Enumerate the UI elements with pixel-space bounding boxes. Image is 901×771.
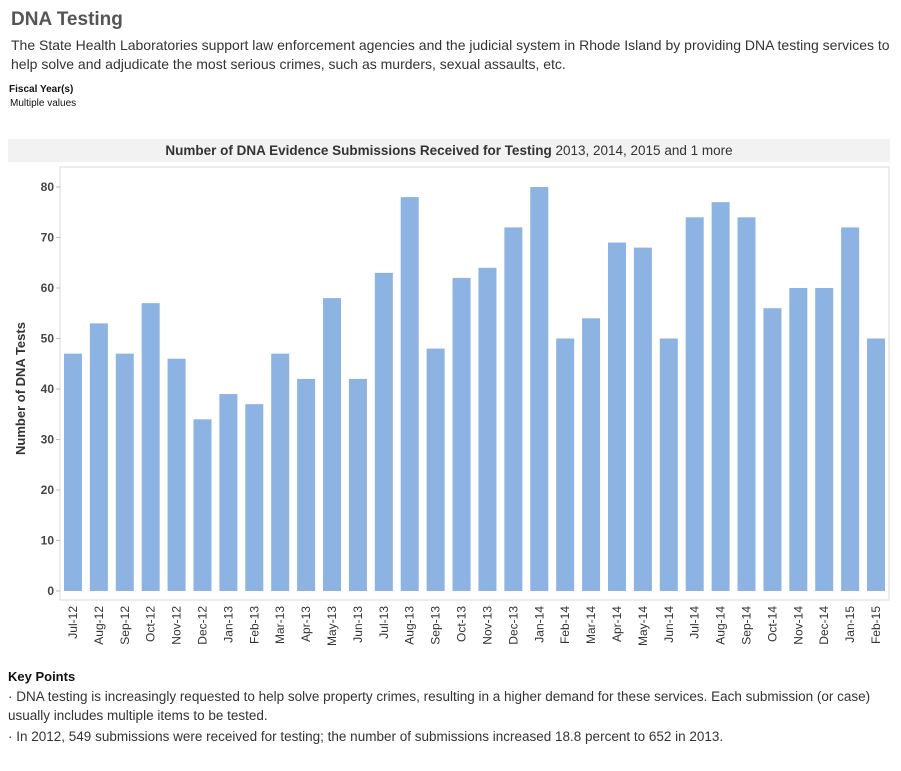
bar-jan-14 — [530, 187, 549, 591]
x-tick-label: Dec-14 — [817, 606, 831, 645]
bar-oct-12 — [141, 303, 160, 591]
x-tick-label: Oct-13 — [455, 606, 469, 642]
bar-apr-14 — [607, 242, 626, 592]
x-tick-label: Nov-14 — [791, 606, 805, 645]
chart-header: Number of DNA Evidence Submissions Recei… — [8, 139, 890, 162]
y-tick-label: 30 — [41, 433, 55, 447]
bar-dec-12 — [193, 419, 212, 591]
bar-aug-13 — [400, 197, 419, 591]
bar-sep-13 — [426, 348, 445, 591]
bar-sep-12 — [115, 353, 134, 591]
bar-oct-13 — [452, 277, 471, 591]
x-tick-label: Nov-12 — [170, 606, 184, 645]
bar-feb-15 — [867, 338, 886, 591]
x-tick-label: Dec-13 — [506, 606, 520, 645]
chart-title-main: Number of DNA Evidence Submissions Recei… — [165, 143, 552, 158]
x-tick-label: Feb-15 — [869, 606, 883, 644]
x-tick-label: Feb-13 — [247, 606, 261, 644]
x-tick-label: Sep-12 — [118, 606, 132, 645]
x-tick-label: Oct-12 — [144, 606, 158, 642]
bar-dec-13 — [504, 227, 523, 591]
intro-text: The State Health Laboratories support la… — [11, 37, 890, 72]
bar-jul-14 — [685, 217, 704, 592]
x-tick-label: Feb-14 — [558, 606, 572, 644]
x-tick-label: Oct-14 — [765, 606, 779, 642]
chart-title-suffix: 2013, 2014, 2015 and 1 more — [555, 143, 733, 158]
x-tick-label: Dec-12 — [195, 606, 209, 645]
x-tick-label: Sep-13 — [429, 606, 443, 645]
bar-mar-13 — [271, 353, 290, 591]
bar-jan-13 — [219, 394, 238, 591]
y-tick-label: 70 — [41, 231, 55, 245]
bar-aug-14 — [711, 202, 730, 591]
x-tick-label: Apr-13 — [299, 606, 313, 642]
bar-mar-14 — [582, 318, 601, 591]
bar-may-14 — [633, 247, 652, 591]
bar-jun-14 — [659, 338, 678, 591]
x-tick-label: Sep-14 — [740, 606, 754, 645]
bar-feb-13 — [245, 404, 264, 591]
y-tick-label: 80 — [41, 180, 55, 194]
bar-aug-12 — [89, 323, 108, 591]
bar-jan-15 — [841, 227, 860, 591]
key-points-title: Key Points — [8, 669, 76, 684]
key-point-1: · DNA testing is increasingly requested … — [8, 689, 871, 723]
x-tick-label: Jan-14 — [532, 606, 546, 643]
filter-label: Fiscal Year(s) — [9, 84, 74, 95]
y-tick-label: 50 — [41, 332, 55, 346]
x-tick-label: Aug-14 — [714, 606, 728, 645]
y-tick-label: 60 — [41, 281, 55, 295]
bar-jun-13 — [348, 378, 367, 591]
bar-jul-12 — [63, 353, 82, 591]
x-tick-label: Apr-14 — [610, 606, 624, 642]
x-tick-label: Aug-12 — [92, 606, 106, 645]
y-tick-label: 40 — [41, 382, 55, 396]
x-tick-label: Jan-15 — [843, 606, 857, 643]
x-tick-label: Jul-14 — [688, 606, 702, 639]
x-tick-label: May-14 — [636, 606, 650, 646]
bar-may-13 — [323, 298, 342, 591]
bar-nov-14 — [789, 288, 808, 591]
bar-sep-14 — [737, 217, 756, 592]
bar-jul-13 — [374, 272, 393, 591]
x-tick-label: Nov-13 — [480, 606, 494, 645]
x-tick-label: Aug-13 — [403, 606, 417, 645]
y-axis-title: Number of DNA Tests — [13, 322, 28, 455]
x-tick-label: Jan-13 — [221, 606, 235, 643]
bar-apr-13 — [297, 378, 316, 591]
plot-area — [59, 166, 890, 601]
y-tick-label: 0 — [47, 584, 54, 598]
x-tick-label: Jul-12 — [66, 606, 80, 639]
x-tick-label: Mar-13 — [273, 606, 287, 644]
x-tick-label: Jun-13 — [351, 606, 365, 643]
chart-title: Number of DNA Evidence Submissions Recei… — [8, 143, 890, 158]
y-tick-label: 20 — [41, 483, 55, 497]
x-tick-label: Jun-14 — [662, 606, 676, 643]
filter-value[interactable]: Multiple values — [10, 98, 77, 109]
y-tick-label: 10 — [41, 534, 55, 548]
x-tick-label: Jul-13 — [377, 606, 391, 639]
bar-feb-14 — [556, 338, 575, 591]
x-tick-label: Mar-14 — [584, 606, 598, 644]
bar-nov-12 — [167, 358, 186, 591]
bar-nov-13 — [478, 267, 497, 591]
key-point-2: · In 2012, 549 submissions were received… — [8, 729, 724, 744]
bar-dec-14 — [815, 288, 834, 591]
bar-oct-14 — [763, 308, 782, 591]
page-title: DNA Testing — [11, 9, 123, 30]
x-tick-label: May-13 — [325, 606, 339, 646]
